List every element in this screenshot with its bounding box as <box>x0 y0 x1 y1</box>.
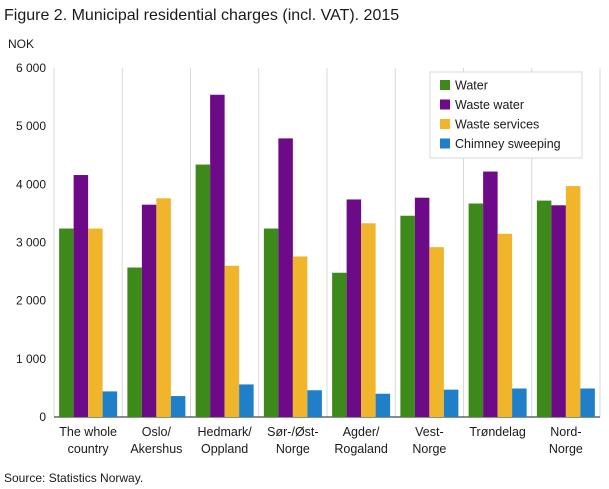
bar <box>536 200 552 417</box>
bar <box>414 197 430 417</box>
y-axis-ticks: 0 1 000 2 000 3 000 4 000 5 000 6 000 <box>16 61 46 424</box>
bar <box>59 228 74 417</box>
bar <box>102 391 118 417</box>
bar <box>141 204 157 417</box>
bar <box>307 390 322 417</box>
chart-title: Figure 2. Municipal residential charges … <box>4 7 400 24</box>
x-tick-label: Oslo/Akershus <box>130 425 182 456</box>
bar <box>170 396 186 417</box>
bar <box>429 247 444 417</box>
bar <box>73 175 89 417</box>
bar <box>551 205 566 417</box>
bar <box>512 388 527 417</box>
bar <box>156 198 171 417</box>
bar <box>361 223 376 417</box>
bar <box>224 265 240 417</box>
plot-grid <box>53 68 601 418</box>
x-tick-label: Agder/Rogaland <box>334 425 388 456</box>
legend-label: Water <box>455 79 488 93</box>
x-tick-label: The whole country <box>59 425 117 456</box>
y-tick-label: 5 000 <box>16 119 46 133</box>
y-tick-label: 3 000 <box>16 236 46 250</box>
x-tick-label: Trøndelag <box>469 425 526 439</box>
bar <box>443 389 459 417</box>
legend: Water Waste water Waste services Chimney sw… <box>429 71 583 159</box>
legend-label: Waste water <box>455 98 524 112</box>
legend-label: Waste services <box>455 118 539 132</box>
bars <box>59 94 595 418</box>
y-tick-label: 2 000 <box>16 294 46 308</box>
bar <box>400 215 415 417</box>
legend-swatch <box>440 99 450 110</box>
bar <box>88 228 103 417</box>
x-axis-ticks: The whole country Oslo/Akershus Hedmark/Opp… <box>59 425 583 456</box>
x-tick-label: Hedmark/Oppland <box>198 425 253 456</box>
bar <box>346 199 362 417</box>
bar <box>210 94 225 418</box>
bar <box>375 393 391 417</box>
bar <box>580 388 595 417</box>
bar <box>263 228 279 417</box>
y-axis-label: NOK <box>8 37 34 51</box>
y-tick-label: 1 000 <box>16 352 46 366</box>
bar <box>278 138 293 418</box>
bar <box>468 203 484 417</box>
bar <box>127 267 142 417</box>
bar <box>332 272 347 417</box>
y-tick-label: 0 <box>39 410 46 424</box>
legend-box <box>429 71 583 159</box>
x-tick-label: Sør-/Øst-Norge <box>267 425 318 456</box>
bar <box>239 384 254 417</box>
legend-swatch <box>440 80 450 90</box>
x-tick-label: Nord-Norge <box>549 425 583 456</box>
y-tick-label: 6 000 <box>16 61 46 75</box>
bar <box>565 186 581 417</box>
legend-swatch <box>440 138 450 149</box>
bar <box>497 233 513 417</box>
source-note: Source: Statistics Norway. <box>4 471 144 485</box>
y-tick-label: 4 000 <box>16 177 46 191</box>
x-tick-label: Vest-Norge <box>412 425 446 456</box>
bar <box>195 164 211 417</box>
bar <box>483 171 498 417</box>
legend-label: Chimney sweeping <box>455 137 561 151</box>
bar <box>292 256 308 417</box>
legend-swatch <box>440 119 450 129</box>
